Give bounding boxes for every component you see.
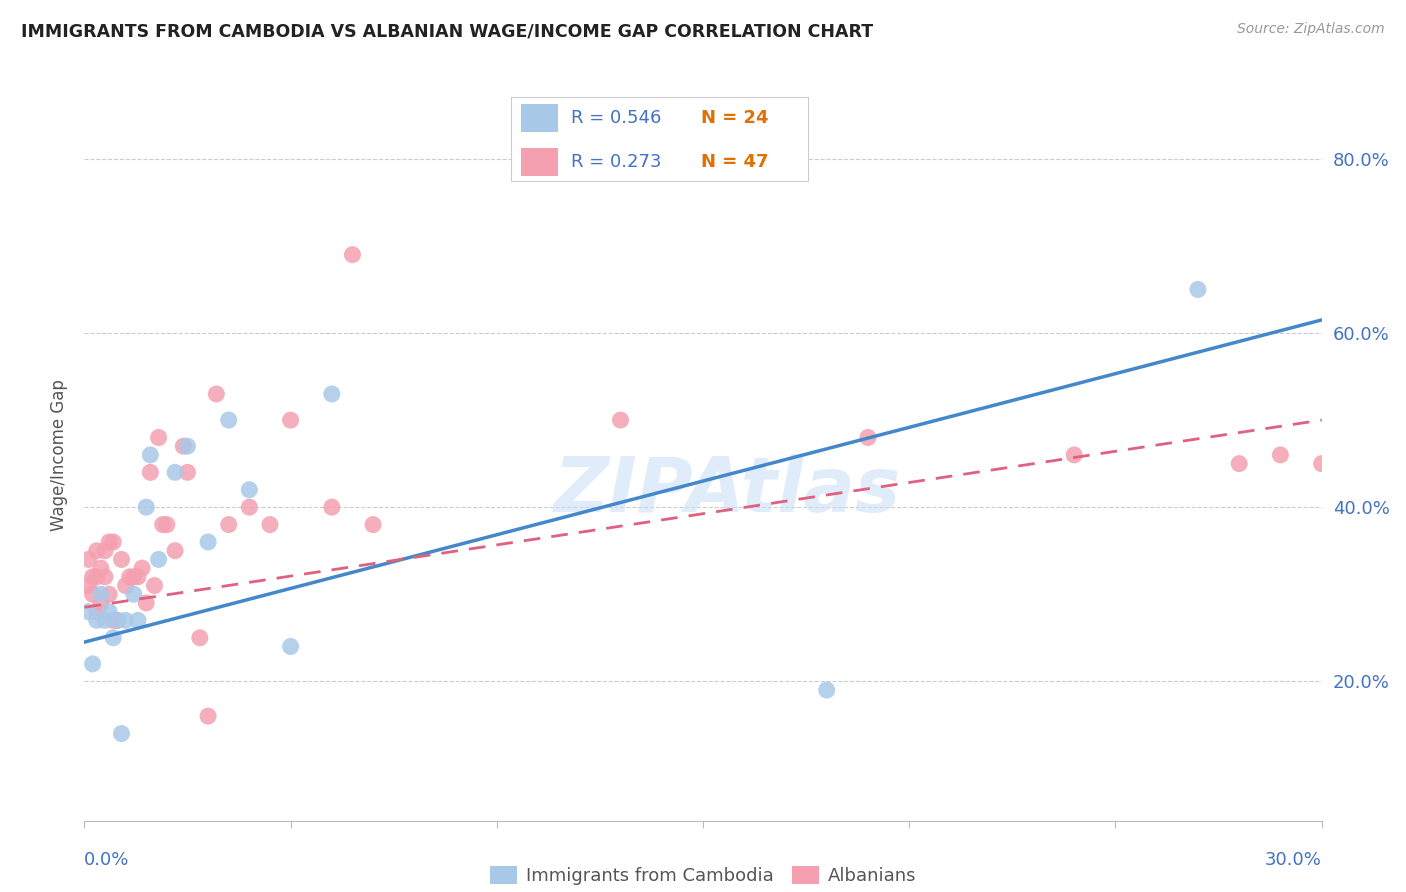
Point [118,570,141,584]
Text: R = 0.273: R = 0.273 [571,153,661,170]
Bar [522,103,558,132]
Point [98,535,121,549]
Text: R = 0.546: R = 0.546 [571,109,661,127]
Text: 30.0%: 30.0% [1265,851,1322,869]
Point [86,543,108,558]
Point [148,552,170,566]
Point [82,657,104,671]
Point [94,613,117,627]
Point [280,413,302,427]
Point [143,578,166,592]
Point [218,413,240,427]
Point [238,500,260,515]
Point [86,570,108,584]
Point [280,640,302,654]
Point [815,683,838,698]
Point [321,387,343,401]
Point [114,578,136,592]
Point [103,631,125,645]
Text: IMMIGRANTS FROM CAMBODIA VS ALBANIAN WAGE/INCOME GAP CORRELATION CHART: IMMIGRANTS FROM CAMBODIA VS ALBANIAN WAG… [21,22,873,40]
Point [90,587,112,601]
Point [122,570,145,584]
Point [197,709,219,723]
Point [82,570,104,584]
Point [1310,457,1333,471]
Point [139,448,162,462]
Point [197,535,219,549]
Point [86,613,108,627]
Point [1187,283,1209,297]
Point [165,543,187,558]
Point [105,613,128,627]
Text: 0.0%: 0.0% [84,851,129,869]
Point [77,605,100,619]
Point [110,726,132,740]
Point [139,466,162,480]
Point [135,596,157,610]
Point [135,500,157,515]
Point [98,587,121,601]
Point [342,247,364,261]
Point [361,517,384,532]
Point [127,570,149,584]
Point [856,430,879,444]
Point [77,552,100,566]
Point [172,439,194,453]
Text: Source: ZipAtlas.com: Source: ZipAtlas.com [1237,22,1385,37]
Point [1063,448,1085,462]
Point [77,578,100,592]
Point [259,517,281,532]
Point [321,500,343,515]
Y-axis label: Wage/Income Gap: Wage/Income Gap [51,379,69,531]
Point [94,543,117,558]
Point [114,613,136,627]
Point [90,596,112,610]
Point [98,605,121,619]
Point [82,587,104,601]
Point [609,413,631,427]
Point [127,613,149,627]
Bar [522,148,558,176]
Text: N = 24: N = 24 [700,109,768,127]
Point [103,613,125,627]
Point [218,517,240,532]
Point [94,570,117,584]
Point [148,430,170,444]
Point [1227,457,1250,471]
Point [238,483,260,497]
Point [103,535,125,549]
Legend: Immigrants from Cambodia, Albanians: Immigrants from Cambodia, Albanians [482,858,924,892]
Text: N = 47: N = 47 [700,153,768,170]
Point [110,552,132,566]
Point [90,561,112,575]
Point [188,631,211,645]
Point [1270,448,1292,462]
Point [122,587,145,601]
Point [165,466,187,480]
Point [152,517,174,532]
FancyBboxPatch shape [512,96,808,180]
Text: ZIPAtlas: ZIPAtlas [554,455,901,528]
Point [176,466,198,480]
Point [176,439,198,453]
Point [205,387,228,401]
Point [105,613,128,627]
Point [131,561,153,575]
Point [86,605,108,619]
Point [156,517,179,532]
